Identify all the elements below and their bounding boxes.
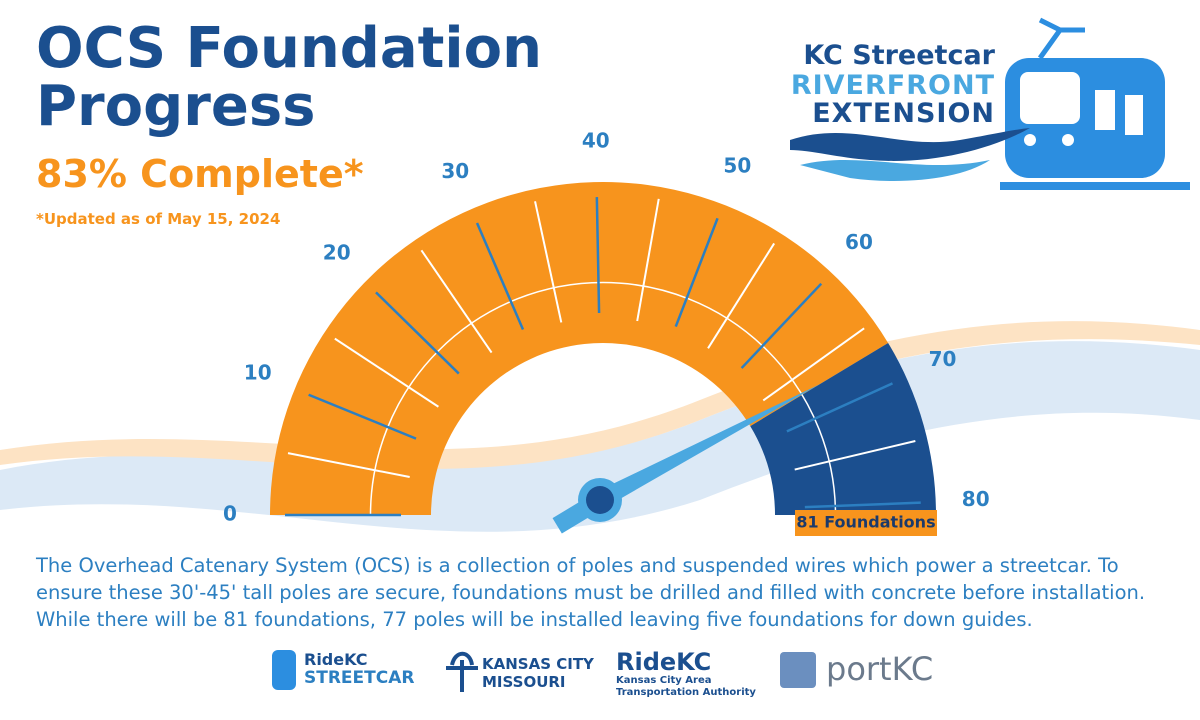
streetcar-icon bbox=[790, 17, 1190, 190]
logo-line: KC Streetcar bbox=[803, 40, 995, 71]
gauge-fill bbox=[270, 181, 889, 515]
footer-logo: Kansas City Area Transportation Authorit… bbox=[616, 675, 756, 698]
tick-label: 80 bbox=[962, 487, 990, 511]
note: *Updated as of May 15, 2024 bbox=[36, 210, 281, 228]
major-tick bbox=[375, 291, 460, 375]
tick-label: 70 bbox=[929, 347, 957, 371]
tick-label: 60 bbox=[845, 230, 873, 254]
minor-tick bbox=[707, 242, 776, 349]
major-tick bbox=[786, 382, 894, 433]
tick-label: 50 bbox=[723, 154, 751, 178]
minor-tick bbox=[287, 452, 410, 479]
major-tick bbox=[475, 222, 525, 331]
logo-line: EXTENSION bbox=[812, 98, 995, 129]
minor-tick bbox=[762, 327, 865, 402]
subtitle: 83% Complete* bbox=[36, 152, 364, 196]
wave bbox=[0, 321, 1200, 469]
max-label-box bbox=[795, 510, 937, 536]
footer-logo: RideKC bbox=[304, 650, 368, 669]
major-tick bbox=[595, 197, 601, 314]
description: The Overhead Catenary System (OCS) is a … bbox=[36, 554, 1146, 631]
minor-tick bbox=[794, 439, 916, 471]
gauge-guide bbox=[369, 281, 837, 516]
major-tick bbox=[674, 217, 719, 328]
logo-line: RIVERFRONT bbox=[790, 70, 995, 101]
footer-logo: portKC bbox=[826, 650, 934, 688]
footer-logo: RideKC bbox=[616, 648, 712, 676]
minor-tick bbox=[420, 249, 493, 354]
tick-label: 0 bbox=[223, 502, 237, 526]
major-tick bbox=[740, 282, 823, 369]
tick-label: 20 bbox=[323, 240, 351, 264]
minor-tick bbox=[334, 337, 439, 408]
major-tick bbox=[804, 501, 921, 509]
major-tick bbox=[308, 393, 417, 440]
minor-tick bbox=[534, 201, 563, 323]
minor-tick bbox=[636, 198, 660, 322]
max-label: 81 Foundations bbox=[796, 513, 935, 532]
tick-label: 40 bbox=[582, 129, 610, 153]
title: OCS Foundation Progress bbox=[36, 16, 542, 139]
footer-logo: STREETCAR bbox=[304, 668, 415, 688]
tick-label: 10 bbox=[244, 360, 272, 384]
footer-logo: KANSAS CITY bbox=[482, 655, 594, 673]
tick-label: 30 bbox=[441, 159, 469, 183]
footer-logo: MISSOURI bbox=[482, 673, 566, 691]
needle-hub bbox=[586, 486, 614, 514]
